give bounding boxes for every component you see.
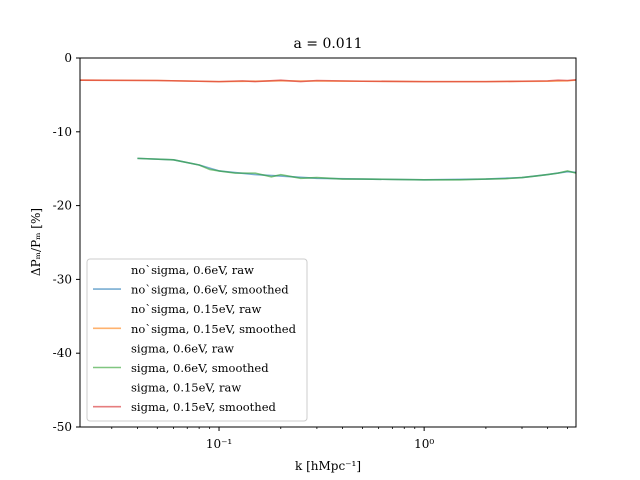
legend-entry: no`sigma, 0.6eV, raw <box>131 263 254 277</box>
legend-entry: no`sigma, 0.15eV, raw <box>131 302 261 316</box>
x-tick-label: 10⁻¹ <box>206 437 232 451</box>
series-line-5 <box>137 157 577 181</box>
series-line-1 <box>137 157 577 181</box>
x-axis: 10⁻¹ 10⁰ <box>111 427 568 451</box>
y-axis: 0 -10 -20 -30 -40 -50 <box>53 51 80 434</box>
legend: no`sigma, 0.6eV, raw no`sigma, 0.6eV, smo… <box>86 258 308 422</box>
legend-entry: no`sigma, 0.6eV, smoothed <box>131 283 289 297</box>
plot-frame <box>79 57 577 428</box>
y-tick-label: -40 <box>53 346 72 360</box>
legend-entry: sigma, 0.6eV, raw <box>131 341 234 355</box>
legend-entry: sigma, 0.6eV, smoothed <box>131 361 269 375</box>
legend-entry: sigma, 0.15eV, smoothed <box>131 400 277 414</box>
y-tick-label: -10 <box>53 125 72 139</box>
legend-entry: sigma, 0.15eV, raw <box>131 381 241 395</box>
series-line-7 <box>79 78 577 83</box>
y-axis-label: ΔPₘ/Pₘ [%] <box>29 208 43 276</box>
y-tick-label: 0 <box>64 51 72 65</box>
series-layer <box>79 78 577 181</box>
legend-entry: no`sigma, 0.15eV, smoothed <box>131 322 297 336</box>
legend-box <box>86 258 308 422</box>
x-tick-label: 10⁰ <box>414 437 434 451</box>
y-tick-label: -30 <box>53 272 72 286</box>
y-tick-label: -20 <box>53 199 72 213</box>
chart-title: a = 0.011 <box>293 36 362 52</box>
y-tick-label: -50 <box>53 420 72 434</box>
x-axis-label: k [hMpc⁻¹] <box>295 459 361 473</box>
